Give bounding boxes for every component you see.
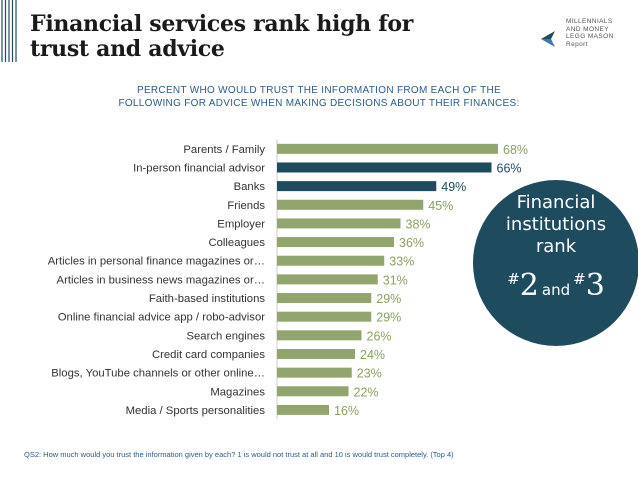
category-label: Banks	[234, 181, 266, 193]
category-label: Employer	[217, 218, 265, 230]
category-label: Parents / Family	[183, 144, 265, 156]
rank-badge: Financial institutions rank #2 and#3	[473, 180, 638, 346]
arrow-logo-icon	[541, 31, 555, 47]
bar	[277, 293, 372, 304]
value-label: 16%	[334, 404, 359, 418]
value-label: 29%	[376, 292, 401, 306]
bar	[277, 348, 355, 359]
value-label: 26%	[367, 329, 392, 343]
badge-line-1: Financial	[516, 192, 596, 213]
logo-line-4: Report	[566, 40, 588, 48]
legg-mason-logo: MILLENNIALS AND MONEY LEGG MASON Report	[536, 18, 636, 64]
category-label: Search engines	[186, 330, 265, 342]
logo-line-3: LEGG MASON	[566, 33, 614, 41]
decorative-stripes	[1, 0, 17, 62]
logo-line-2: AND MONEY	[566, 25, 609, 33]
value-label: 24%	[360, 348, 385, 362]
value-label: 49%	[441, 180, 466, 194]
category-label: Friends	[227, 200, 265, 212]
category-label: Online financial advice app / robo-advis…	[58, 312, 265, 324]
hash-2: #	[573, 270, 586, 288]
title-line-1: Financial services rank high for	[30, 11, 414, 37]
bar	[277, 237, 394, 248]
value-label: 29%	[376, 311, 401, 325]
hash-1: #	[507, 270, 520, 288]
rank-and: and	[541, 281, 571, 299]
value-label: 68%	[503, 143, 528, 157]
category-label: Articles in business news magazines or…	[57, 274, 265, 286]
value-label: 33%	[389, 255, 414, 269]
badge-text: Financial institutions rank	[473, 192, 638, 258]
category-label: Media / Sports personalities	[126, 405, 266, 417]
subtitle-line-1: PERCENT WHO WOULD TRUST THE INFORMATION …	[136, 85, 502, 96]
bar	[277, 367, 352, 378]
logo-line-1: MILLENNIALS	[566, 18, 613, 25]
bar	[277, 218, 401, 229]
category-label: Colleagues	[208, 237, 265, 249]
bar	[277, 143, 498, 154]
badge-rank: #2 and#3	[473, 262, 638, 307]
bar	[277, 274, 378, 285]
page-title: Financial services rank high for trust a…	[30, 12, 413, 62]
category-label: Blogs, YouTube channels or other online…	[51, 368, 265, 380]
bar	[277, 199, 424, 210]
bar	[277, 311, 372, 322]
value-label: 31%	[383, 273, 408, 287]
footnote: QS2: How much would you trust the inform…	[24, 450, 454, 459]
bar	[277, 162, 492, 173]
badge-line-2: institutions	[505, 214, 607, 235]
logo-text: MILLENNIALS AND MONEY LEGG MASON Report	[566, 18, 614, 48]
bar	[277, 404, 329, 415]
bar	[277, 255, 385, 266]
category-label: Faith-based institutions	[149, 293, 266, 305]
value-label: 36%	[399, 236, 424, 250]
category-label: Credit card companies	[152, 349, 265, 361]
category-label: Magazines	[210, 386, 265, 398]
badge-line-3: rank	[535, 236, 577, 257]
rank-first: 2	[519, 268, 539, 303]
category-label: In-person financial advisor	[133, 162, 265, 174]
value-label: 66%	[497, 161, 522, 175]
bar	[277, 386, 349, 397]
bar	[277, 330, 362, 341]
value-label: 23%	[357, 367, 382, 381]
subtitle-line-2: FOLLOWING FOR ADVICE WHEN MAKING DECISIO…	[118, 98, 520, 109]
rank-second: 3	[585, 268, 605, 303]
category-label: Articles in personal finance magazines o…	[48, 256, 265, 268]
value-label: 22%	[354, 385, 379, 399]
chart-subtitle: PERCENT WHO WOULD TRUST THE INFORMATION …	[0, 84, 638, 110]
bar	[277, 181, 437, 192]
value-label: 38%	[406, 217, 431, 231]
title-line-2: trust and advice	[30, 36, 225, 62]
value-label: 45%	[428, 199, 453, 213]
